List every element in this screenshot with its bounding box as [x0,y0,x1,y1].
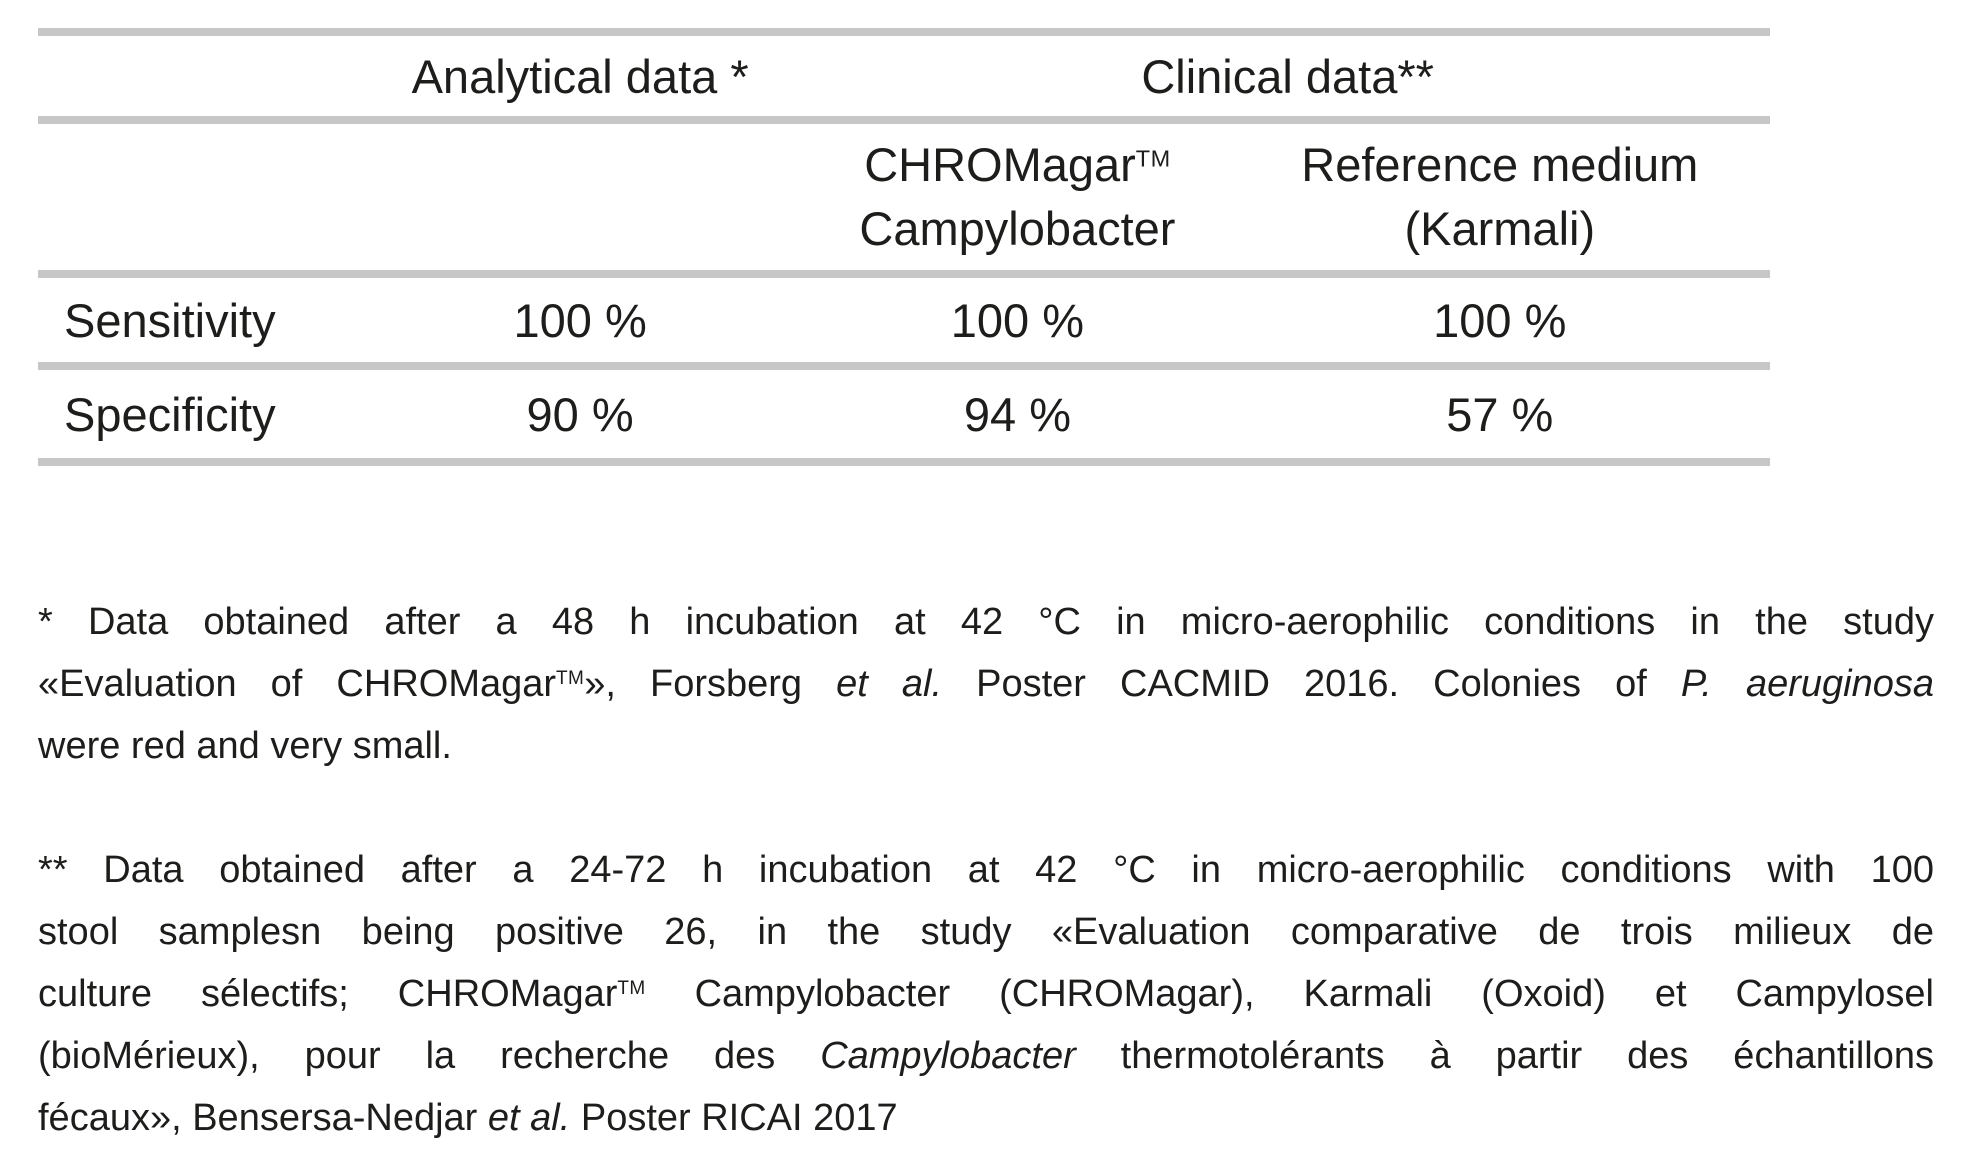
column-header-reference: Reference medium (Karmali) [1230,120,1770,274]
sensitivity-chromagar-value: 100 % [950,293,1085,347]
table-row-sensitivity: Sensitivity 100 % 100 % 100 % [38,274,1770,366]
footnote-line: stool samplesn being positive 26, in the… [38,911,1934,953]
footnotes: * Data obtained after a 48 h incubation … [38,591,1934,1149]
specificity-chromagar-value: 94 % [963,387,1071,441]
column-header-chromagar: CHROMagarTM Campylobacter [805,120,1229,274]
results-table: Analytical data * Clinical data** CHROMa… [38,28,1770,466]
footnote-analytical: * Data obtained after a 48 h incubation … [38,591,1934,777]
corner-spacer [38,32,355,120]
sensitivity-analytical-value: 100 % [513,293,647,347]
column-header-row: CHROMagarTM Campylobacter Reference medi… [38,120,1770,274]
specificity-reference-value: 57 % [1446,387,1554,441]
row-label-sensitivity: Sensitivity [64,293,276,347]
group-header-analytical: Analytical data * [411,49,749,103]
colhead-spacer-1 [38,120,355,274]
footnote-line: «Evaluation of CHROMagarTM», Forsberg et… [38,663,1934,705]
group-header-row: Analytical data * Clinical data** [38,32,1770,120]
column-header-reference-line2: (Karmali) [1404,202,1596,255]
column-header-reference-line1: Reference medium [1301,138,1699,191]
footnote-line: ** Data obtained after a 24-72 h incubat… [38,849,1934,891]
footnote-line: (bioMérieux), pour la recherche des Camp… [38,1035,1934,1077]
column-header-chromagar-line1: CHROMagarTM [864,138,1171,191]
sensitivity-reference-value: 100 % [1433,293,1567,347]
column-header-chromagar-line2: Campylobacter [859,202,1176,255]
footnote-line: were red and very small. [38,725,452,767]
table-row-specificity: Specificity 90 % 94 % 57 % [38,366,1770,462]
footnote-line: fécaux», Bensersa-Nedjar et al. Poster R… [38,1097,898,1139]
results-table-wrap: Analytical data * Clinical data** CHROMa… [38,28,1770,466]
group-header-clinical: Clinical data** [1141,49,1434,103]
footnote-line: culture sélectifs; CHROMagarTM Campyloba… [38,973,1934,1015]
row-label-specificity: Specificity [64,387,276,441]
footnote-clinical: ** Data obtained after a 24-72 h incubat… [38,839,1934,1149]
footnote-line: * Data obtained after a 48 h incubation … [38,601,1934,643]
specificity-analytical-value: 90 % [526,387,634,441]
colhead-spacer-2 [355,120,805,274]
